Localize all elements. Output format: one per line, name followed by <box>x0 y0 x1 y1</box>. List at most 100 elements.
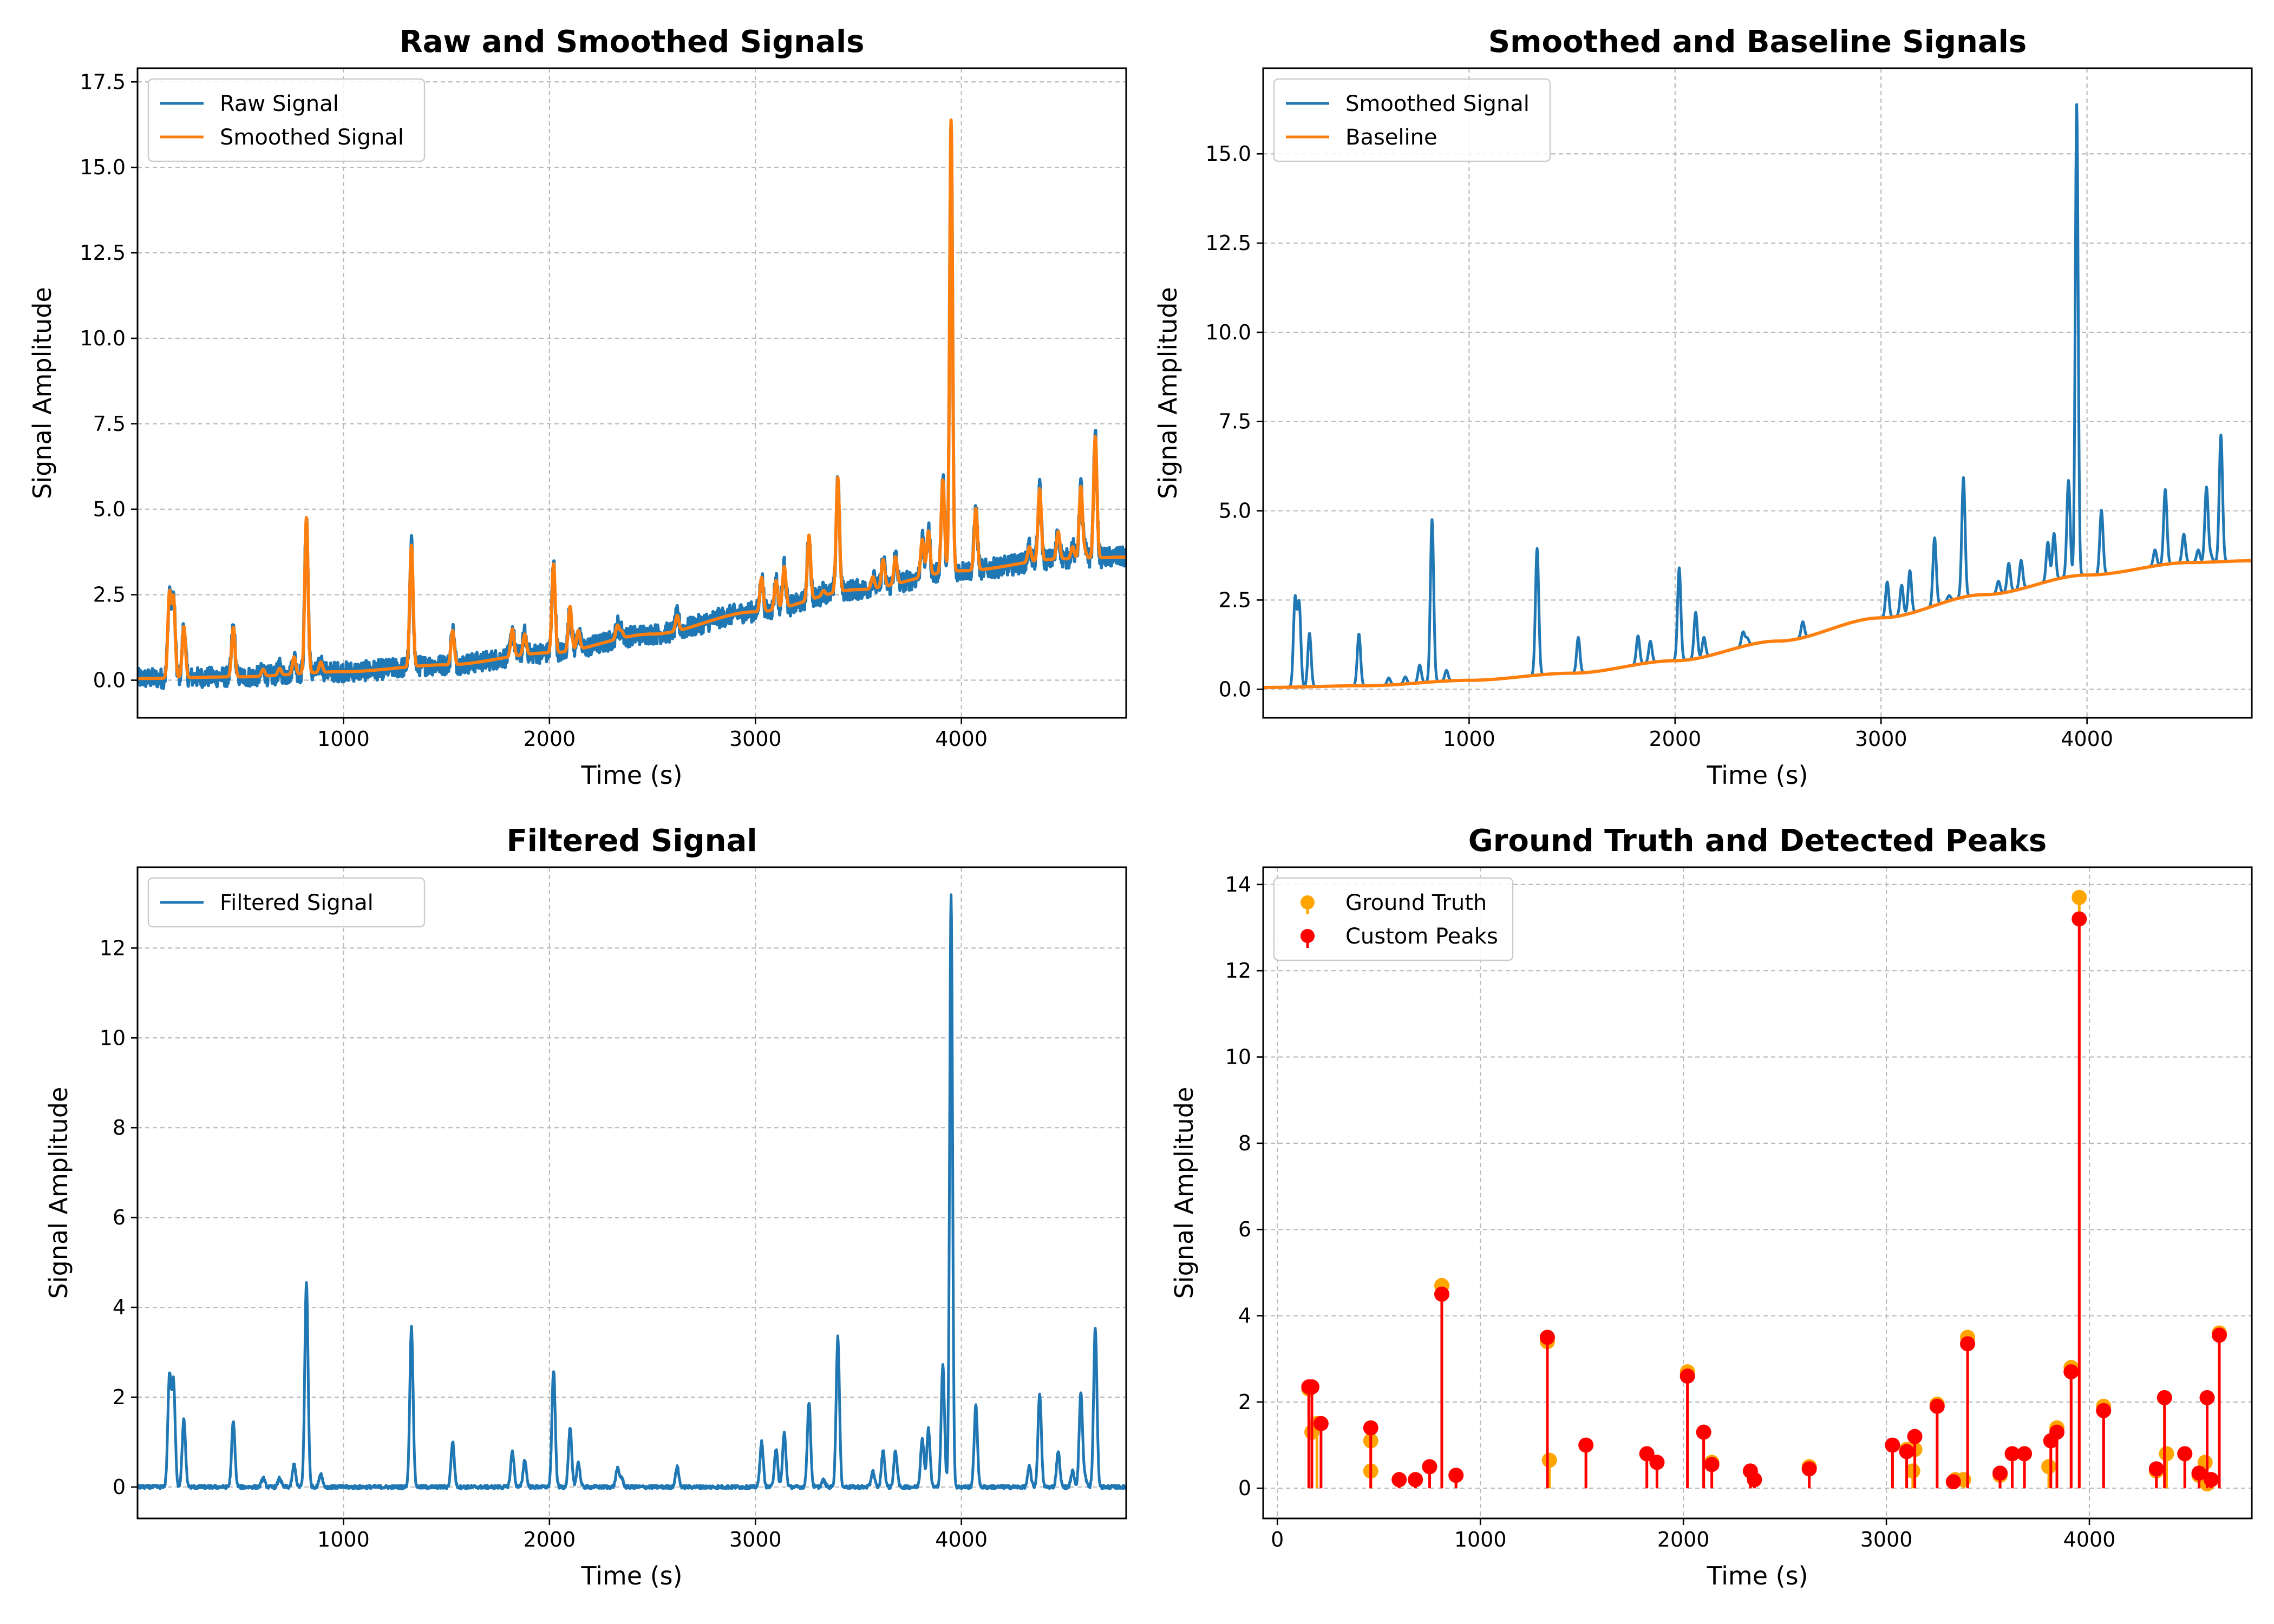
y-axis-label: Signal Amplitude <box>1169 1087 1199 1299</box>
chart-panel-1: 1000 2000 3000 4000 0.0 2.5 5.0 7.5 10.0 12.5 15.0… <box>28 24 1127 790</box>
custom-peak-marker <box>1408 1472 1423 1488</box>
legend: Ground Truth Custom Peaks <box>1273 877 1514 961</box>
custom-peak-marker <box>1422 1459 1437 1475</box>
chart-title: Filtered Signal <box>506 823 757 859</box>
custom-peak-marker <box>1434 1286 1449 1302</box>
chart-title: Raw and Smoothed Signals <box>399 24 864 60</box>
legend-item: Ground Truth <box>1301 890 1487 915</box>
y-tick-label: 5.0 <box>93 497 126 521</box>
y-tick-label: 0 <box>1238 1476 1251 1500</box>
custom-peak-marker <box>2017 1446 2033 1462</box>
series-smoothed-signal-line <box>138 118 1126 680</box>
custom-peak-marker <box>2199 1390 2215 1405</box>
y-tick-label: 2.5 <box>1219 588 1251 612</box>
legend-box <box>147 877 426 928</box>
y-tick-label: 0 <box>113 1475 126 1499</box>
custom-peak-marker <box>1945 1474 1961 1490</box>
plot-content <box>138 893 1126 1490</box>
legend-marker-swatch <box>1301 929 1315 943</box>
custom-peak-marker <box>1649 1455 1665 1470</box>
legend-item: Baseline <box>1286 125 1437 150</box>
legend-item: Smoothed Signal <box>160 125 404 150</box>
x-tick-label: 0 <box>1271 1528 1284 1551</box>
custom-peak-marker <box>1960 1336 1976 1352</box>
custom-peak-marker <box>2096 1403 2112 1418</box>
series-baseline-line <box>1263 559 2252 689</box>
custom-peak-marker <box>1885 1437 1900 1453</box>
y-tick-label: 2.5 <box>93 583 126 607</box>
custom-peak-marker <box>1304 1379 1319 1395</box>
custom-peak-marker <box>1363 1420 1378 1436</box>
x-tick-label: 4000 <box>2061 727 2113 751</box>
x-tick-label: 2000 <box>523 727 576 751</box>
legend-marker-swatch <box>1301 895 1315 909</box>
y-tick-label: 15.0 <box>1205 142 1251 166</box>
ground-truth-marker <box>2159 1446 2174 1462</box>
custom-peak-marker <box>1747 1472 1762 1488</box>
plot-content <box>138 118 1126 690</box>
y-tick-label: 10.0 <box>80 326 126 350</box>
custom-peak-marker <box>1992 1465 2008 1481</box>
custom-peak-marker <box>1899 1444 1914 1459</box>
y-tick-label: 10.0 <box>1205 320 1251 344</box>
series-filtered-signal-line <box>138 893 1126 1490</box>
series-custom-peaks <box>1301 911 2227 1490</box>
y-tick-label: 4 <box>1238 1304 1251 1328</box>
x-tick-label: 4000 <box>935 1528 988 1551</box>
custom-peak-marker <box>2049 1424 2065 1440</box>
grid <box>1263 867 2252 1518</box>
x-tick-label: 3000 <box>1855 727 1907 751</box>
chart-panel-3: 1000 2000 3000 4000 0 2 4 6 8 10 12 Filtered Signal… <box>44 823 1127 1590</box>
plot-content <box>1263 103 2252 689</box>
y-axis-label: Signal Amplitude <box>28 287 57 499</box>
legend-item: Smoothed Signal <box>1286 91 1530 116</box>
x-tick-label: 1000 <box>317 727 370 751</box>
custom-peak-marker <box>1929 1398 1945 1414</box>
chart-title: Smoothed and Baseline Signals <box>1488 24 2027 60</box>
axis-ticks: 1000 2000 3000 4000 0 2 4 6 8 10 12 <box>100 936 988 1551</box>
legend-label: Raw Signal <box>220 91 339 116</box>
y-tick-label: 7.5 <box>93 412 126 436</box>
custom-peak-marker <box>1639 1446 1655 1462</box>
legend-label: Smoothed Signal <box>220 125 404 150</box>
custom-peak-marker <box>1313 1416 1329 1431</box>
y-tick-label: 6 <box>113 1206 126 1229</box>
grid <box>1263 68 2252 718</box>
y-tick-label: 14 <box>1225 873 1251 896</box>
legend: Filtered Signal <box>147 877 426 928</box>
legend-label: Baseline <box>1345 125 1437 150</box>
y-tick-label: 8 <box>1238 1131 1251 1155</box>
legend-box <box>1273 78 1551 162</box>
x-tick-label: 1000 <box>1443 727 1495 751</box>
custom-peak-marker <box>2004 1446 2020 1462</box>
x-axis-label: Time (s) <box>1706 1561 1808 1590</box>
y-tick-label: 4 <box>113 1295 126 1319</box>
x-tick-label: 2000 <box>1657 1528 1710 1551</box>
y-tick-label: 7.5 <box>1219 410 1251 434</box>
ground-truth-marker <box>1905 1463 1920 1479</box>
chart-panel-4: 0 1000 2000 3000 4000 0 2 4 6 8 10 12 14 Ground Truth… <box>1169 823 2253 1590</box>
y-tick-label: 10 <box>100 1026 126 1050</box>
custom-peak-marker <box>2072 911 2087 927</box>
legend: Smoothed Signal Baseline <box>1273 78 1551 162</box>
custom-peak-marker <box>1391 1472 1407 1488</box>
custom-peak-marker <box>2148 1461 2164 1477</box>
legend-label: Smoothed Signal <box>1345 91 1530 116</box>
ground-truth-marker <box>2072 889 2087 905</box>
custom-peak-marker <box>1448 1468 1464 1483</box>
y-tick-label: 8 <box>113 1116 126 1140</box>
plot-frame <box>1262 866 2253 1520</box>
custom-peak-marker <box>1680 1368 1695 1384</box>
legend: Raw Signal Smoothed Signal <box>147 78 426 162</box>
y-tick-label: 12.5 <box>80 241 126 265</box>
y-tick-label: 0.0 <box>93 669 126 692</box>
y-tick-label: 17.5 <box>80 70 126 94</box>
ground-truth-marker <box>1541 1452 1557 1468</box>
legend-item: Raw Signal <box>160 91 339 116</box>
axis-ticks: 1000 2000 3000 4000 0.0 2.5 5.0 7.5 10.0 12.5 15.0… <box>80 70 988 751</box>
x-tick-label: 3000 <box>1860 1528 1913 1551</box>
custom-peak-marker <box>2157 1390 2172 1405</box>
legend-box <box>147 78 426 162</box>
y-tick-label: 2 <box>1238 1390 1251 1414</box>
custom-peak-marker <box>1696 1424 1711 1440</box>
